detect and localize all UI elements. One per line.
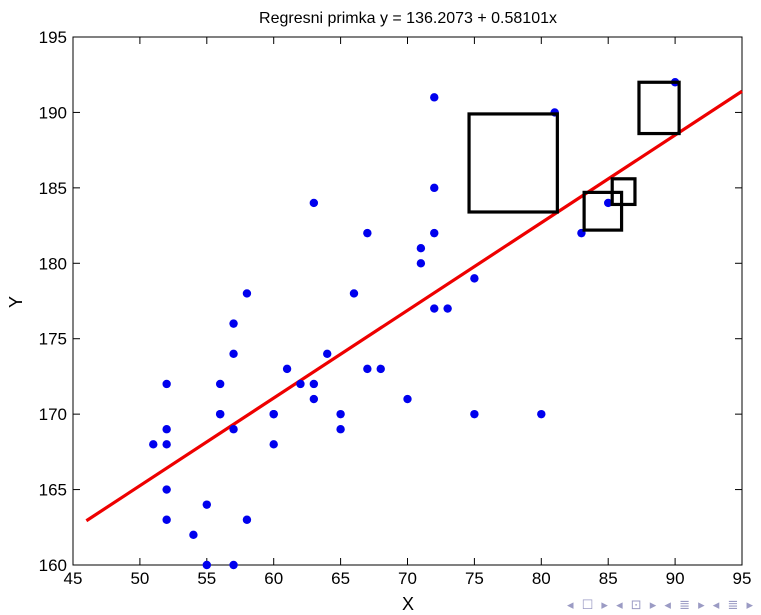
- x-tick-label: 45: [64, 569, 83, 588]
- y-tick-label: 165: [39, 481, 67, 500]
- data-point: [363, 364, 372, 374]
- data-point: [363, 228, 372, 238]
- y-tick-label: 170: [39, 405, 67, 424]
- data-point: [537, 409, 546, 419]
- slide-navigation[interactable]: ◂ ☐ ▸ ◂ ⊡ ▸ ◂ ≣ ▸ ◂ ≣ ▸: [567, 598, 755, 613]
- highlight-boxes: [467, 80, 681, 232]
- data-point: [229, 425, 238, 434]
- data-point: [403, 394, 412, 404]
- axis-ticks: 45 50 55 60 65 70 75 80 85 90 95 160 165 170 175 180 185…: [39, 28, 752, 588]
- section-prev-icon[interactable]: ◂ ≣ ▸: [664, 598, 707, 613]
- x-tick-label: 95: [733, 569, 752, 588]
- x-tick-label: 90: [666, 569, 685, 588]
- data-point: [202, 500, 211, 509]
- data-point: [430, 183, 439, 193]
- x-axis-label: X: [402, 594, 414, 614]
- chart-title: Regresni primka y = 136.2073 + 0.58101x: [259, 10, 557, 27]
- data-point: [376, 364, 385, 374]
- data-point: [162, 440, 171, 449]
- data-point: [215, 379, 225, 389]
- data-point: [162, 425, 171, 434]
- x-tick-label: 70: [398, 569, 417, 588]
- data-point: [242, 515, 252, 524]
- data-point: [162, 379, 171, 389]
- scatter-points: [149, 78, 680, 570]
- x-tick-label: 60: [264, 569, 283, 588]
- data-point: [162, 485, 171, 494]
- data-point: [229, 319, 238, 328]
- data-point: [323, 349, 332, 358]
- data-point: [336, 409, 345, 419]
- x-tick-label: 80: [532, 569, 551, 588]
- data-point: [430, 304, 439, 313]
- x-tick-label: 55: [197, 569, 216, 588]
- data-point: [189, 530, 198, 540]
- slide-prev-icon[interactable]: ◂ ☐ ▸: [566, 598, 610, 613]
- data-point: [604, 198, 613, 208]
- data-point: [430, 93, 439, 102]
- data-point: [416, 244, 426, 253]
- highlight-box: [610, 177, 637, 207]
- data-point: [215, 409, 225, 419]
- x-tick-label: 75: [465, 569, 484, 588]
- data-point: [269, 409, 278, 419]
- plot-frame: [72, 36, 743, 566]
- data-point: [416, 259, 426, 268]
- data-point: [309, 379, 319, 389]
- data-point: [282, 364, 292, 374]
- data-point: [309, 198, 319, 208]
- data-point: [349, 289, 359, 298]
- y-axis-label: Y: [6, 296, 26, 308]
- data-point: [336, 425, 345, 434]
- frame-prev-icon[interactable]: ◂ ⊡ ▸: [616, 598, 659, 613]
- data-point: [242, 289, 252, 298]
- data-point: [269, 440, 278, 449]
- x-tick-label: 50: [130, 569, 149, 588]
- y-tick-label: 190: [39, 103, 67, 122]
- data-point: [470, 409, 479, 419]
- highlight-box: [582, 190, 624, 232]
- y-tick-label: 160: [39, 556, 67, 575]
- x-tick-label: 85: [599, 569, 618, 588]
- data-point: [443, 304, 452, 313]
- data-point: [149, 440, 158, 449]
- regression-line: [85, 89, 743, 523]
- highlight-box: [637, 80, 681, 136]
- regression-line-group: [85, 89, 743, 523]
- data-point: [229, 349, 238, 358]
- y-tick-label: 195: [39, 28, 67, 47]
- data-point: [229, 560, 238, 570]
- x-tick-label: 65: [331, 569, 350, 588]
- data-point: [430, 228, 439, 238]
- y-tick-label: 185: [39, 179, 67, 198]
- data-point: [470, 274, 479, 283]
- y-tick-label: 175: [39, 330, 67, 349]
- subsection-prev-icon[interactable]: ◂ ≣ ▸: [712, 598, 755, 613]
- data-point: [296, 379, 305, 389]
- data-point: [202, 560, 211, 570]
- data-point: [162, 515, 171, 524]
- data-point: [309, 394, 319, 404]
- highlight-box: [467, 112, 559, 214]
- y-tick-label: 180: [39, 254, 67, 273]
